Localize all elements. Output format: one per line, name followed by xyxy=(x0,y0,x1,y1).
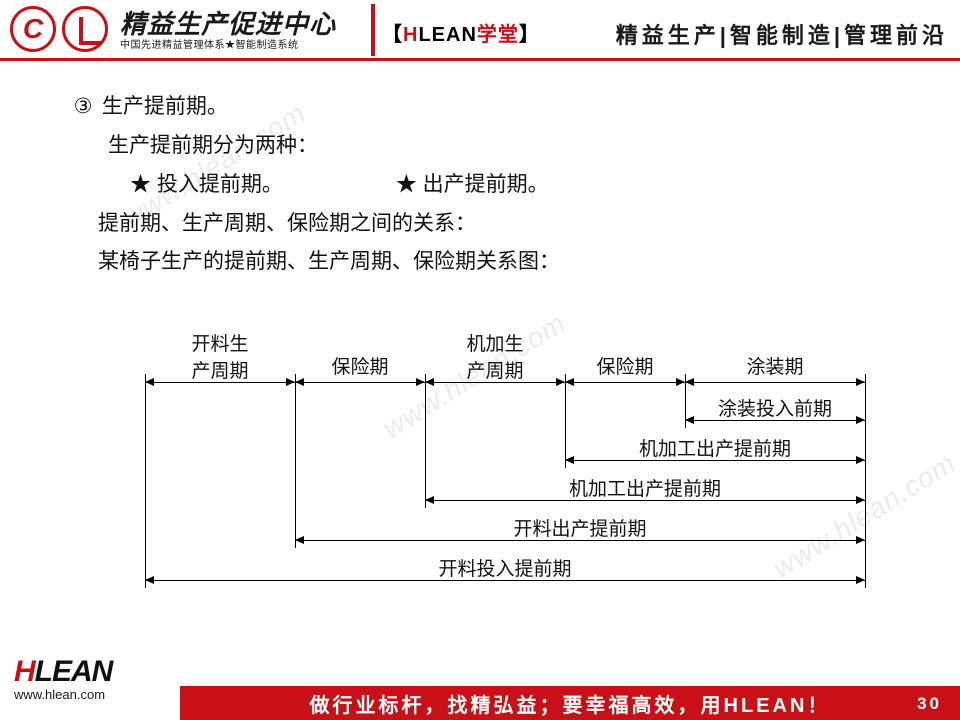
logo-l-icon xyxy=(62,6,108,52)
body-line3: 提前期、生产周期、保险期之间的关系： xyxy=(70,205,890,244)
diagram-tick xyxy=(145,374,146,588)
diagram-arrow xyxy=(565,382,685,383)
footer-logo-h: H xyxy=(14,655,35,688)
header-rule xyxy=(0,58,960,61)
body-text: ③ 生产提前期。 生产提前期分为两种： ★ 投入提前期。 ★ 出产提前期。 提前… xyxy=(70,88,890,282)
diagram-row-label: 开料投入提前期 xyxy=(415,554,595,581)
bracket-l: 【 xyxy=(382,24,403,46)
bracket-r: 】 xyxy=(519,24,540,46)
body-line4: 某椅子生产的提前期、生产周期、保险期关系图： xyxy=(70,243,890,282)
diagram-label: 涂装期 xyxy=(730,352,820,379)
body-line2: 生产提前期分为两种： xyxy=(70,127,890,166)
diagram-tick xyxy=(295,374,296,548)
footer: HLEAN www.hlean.com 做行业标杆，找精弘益；要幸福高效，用HL… xyxy=(0,660,960,720)
diagram-label: 开料生 产周期 xyxy=(185,332,255,385)
footer-slogan-bar: 做行业标杆，找精弘益；要幸福高效，用HLEAN！ 30 xyxy=(180,686,960,720)
diagram-label: 保险期 xyxy=(580,352,670,379)
star-item-1: ★ 投入提前期。 xyxy=(130,166,390,205)
footer-url: www.hlean.com xyxy=(14,687,112,702)
diagram-tick xyxy=(685,374,686,428)
diagram-arrow xyxy=(295,382,425,383)
diagram-label: 机加生 产周期 xyxy=(460,332,530,385)
classroom-lean: LEAN xyxy=(418,24,476,46)
header: C 精益生产促进中心 中国先进精益管理体系★智能制造系统 【HLEAN学堂】 精… xyxy=(0,0,960,60)
diagram-arrow xyxy=(685,382,865,383)
item-number: ③ xyxy=(70,88,96,127)
classroom-h: H xyxy=(403,24,418,46)
logo-c-icon: C xyxy=(10,6,56,52)
star-item-2: ★ 出产提前期。 xyxy=(396,166,656,205)
footer-logo: HLEAN www.hlean.com xyxy=(14,655,112,702)
diagram-row-label: 机加工出产提前期 xyxy=(625,434,805,461)
header-divider xyxy=(371,4,375,56)
header-tagline: 精益生产|智能制造|管理前沿 xyxy=(616,18,948,50)
diagram-row-label: 开料出产提前期 xyxy=(490,514,670,541)
diagram-tick xyxy=(565,374,566,468)
brand-subtitle: 中国先进精益管理体系★智能制造系统 xyxy=(120,36,299,51)
classroom-xt: 学堂 xyxy=(477,24,519,46)
diagram-tick xyxy=(865,374,866,588)
footer-slogan: 做行业标杆，找精弘益；要幸福高效，用HLEAN！ xyxy=(310,689,831,718)
diagram-row-label: 涂装投入前期 xyxy=(685,394,865,421)
page-number: 30 xyxy=(917,694,942,714)
diagram-label: 保险期 xyxy=(315,352,405,379)
leadtime-diagram: 开料生 产周期保险期机加生 产周期保险期涂装期涂装投入前期机加工出产提前期机加工… xyxy=(145,330,875,640)
diagram-tick xyxy=(425,374,426,508)
footer-logo-lean: LEAN xyxy=(35,655,113,688)
diagram-row-label: 机加工出产提前期 xyxy=(555,474,735,501)
item-title: 生产提前期。 xyxy=(102,95,228,118)
classroom-label: 【HLEAN学堂】 xyxy=(382,18,540,47)
